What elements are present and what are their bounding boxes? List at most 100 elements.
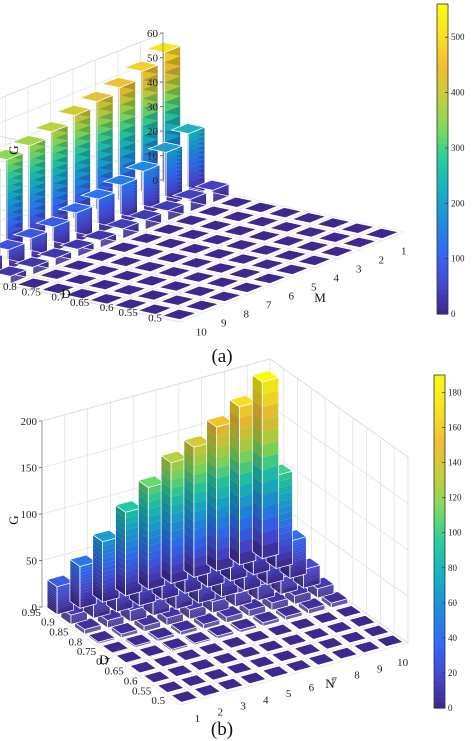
a-colorbar-band [437,262,448,269]
b-bar-face [74,624,85,632]
b-bar-face [147,633,158,641]
a-bar-face [53,225,70,234]
b-bar-face [147,632,158,640]
a-z-tick-label: 10 [147,151,159,163]
a-bar-face [190,193,207,202]
a-bar [175,228,212,241]
a-bar-face [31,244,48,253]
a-bar-face [32,263,50,271]
a-bar-face [100,237,117,245]
b-bar-face [135,642,152,647]
a-colorbar-band [437,76,448,83]
a-floor-grid [0,282,181,323]
a-bar-face [98,192,115,202]
b-bar-face [180,628,198,634]
b-bar-face [194,639,211,645]
a-bar-face [53,237,70,247]
a-x-tick-label: 1 [401,246,407,258]
b-bar-face [70,611,88,617]
b-bar-face [207,630,218,638]
a-bar-top [228,281,265,293]
b-bar [279,633,308,647]
a-bar-face [122,230,140,238]
b-bar-face [184,636,195,644]
a-bar-face [143,177,160,188]
a-bar-top [270,235,307,247]
a-bar [38,268,75,281]
a-bar-top [104,218,141,230]
b-bar-face [70,614,88,620]
b-bar-face [97,615,108,624]
a-bar-face [167,209,185,217]
b-bar [352,640,381,654]
a-colorbar-band [437,107,448,114]
b-bar-face [171,645,189,651]
a-bar-face [100,236,117,244]
a-z-tick-label: 50 [147,53,159,65]
a-bar-face [122,223,140,231]
a-bar-face [145,221,162,229]
a-bar-face [8,253,25,262]
a-bar-face [100,235,117,243]
b-bar-face [74,625,85,633]
b-bar-face [161,643,172,651]
a-bar-top [10,135,47,147]
b-bar-face [126,658,143,664]
b-bar-face [70,615,88,621]
b-bar-face [111,629,122,638]
a-bar-top [55,104,92,116]
a-bar-face [143,174,160,184]
a-bar-face [77,245,95,253]
a-d-tick-label: 0.7 [51,292,65,304]
a-bar [223,239,260,251]
b-bar-top [302,627,331,640]
a-colorbar-band [437,215,448,222]
b-bar-face [144,626,161,632]
a-colorbar-band [437,55,448,62]
a-bar-top [183,299,220,311]
b-bar-face [148,652,166,657]
a-bar-face [143,199,160,210]
b-bar-top [129,660,158,674]
b-bar-face [171,645,189,650]
a-bar-face [32,261,50,269]
a-bar [0,239,27,270]
a-bar-face [212,187,230,195]
b-bar-top [284,659,313,672]
a-bar-face [31,233,48,242]
a-colorbar-band [437,267,448,274]
b-bar-face [180,627,198,633]
a-bar-face [190,201,207,209]
a-colorbar-frame [436,3,449,315]
b-bar [339,630,368,645]
b-bar-face [98,638,115,644]
a-bar [181,285,218,298]
a-bar [57,202,94,243]
a-x-tick-label: 7 [266,300,272,312]
a-bar-face [8,244,25,253]
a-bar [88,293,125,305]
a-colorbar-band [437,169,448,176]
a-bar-face [145,216,162,225]
a-bar [0,265,28,285]
a-bar [221,225,258,237]
b-bar-face [125,639,136,648]
b-bar-face [207,630,218,638]
a-bar [226,267,263,280]
b-bar-face [147,632,158,641]
b-bar-face [207,629,218,637]
a-floor-grid [10,195,236,286]
a-bar-face [31,241,48,250]
a-colorbar-band [437,283,448,289]
a-bar-face [10,273,27,281]
b-bar-face [240,627,257,632]
a-colorbar-band [437,112,448,119]
a-z-tick-label: 60 [147,28,159,40]
b-bar-face [207,629,218,637]
b-bar-face [157,634,175,640]
b-bar-top [293,643,322,656]
a-colorbar-band [437,226,448,232]
a-bar-top [57,202,94,214]
b-bar-face [98,638,115,643]
a-colorbar-band [437,257,448,263]
